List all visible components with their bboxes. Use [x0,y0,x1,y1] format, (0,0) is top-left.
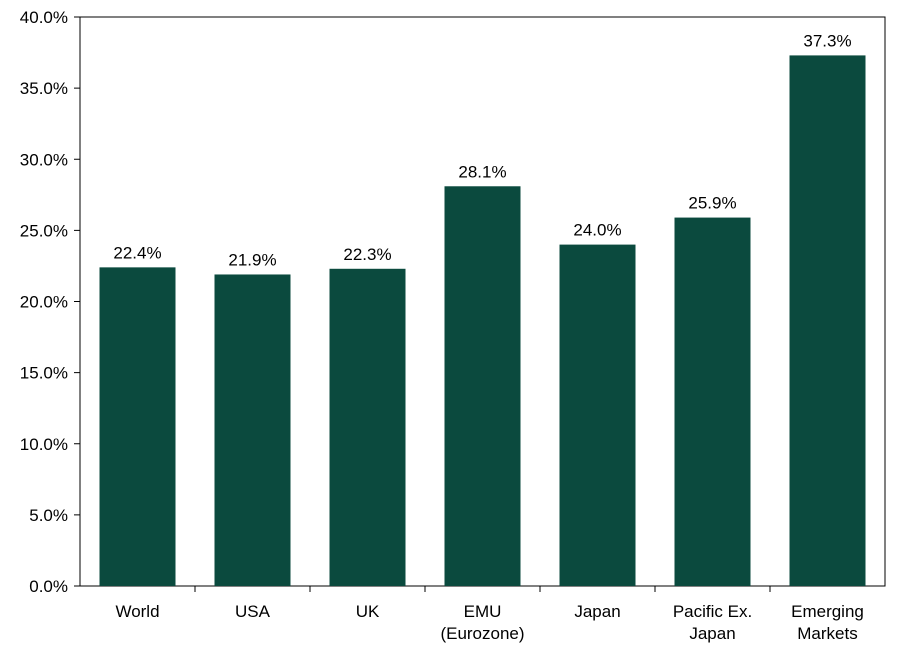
bar [674,217,751,586]
bar [214,274,291,586]
bar [99,267,176,586]
x-axis: World USA UK EMU (Eurozone) Japan Pacific Ex. J… [115,586,864,643]
data-label: 37.3% [803,31,851,50]
data-label: 22.4% [113,243,161,262]
bar [444,186,521,586]
x-category-label: Japan [689,624,735,643]
x-category-label: Pacific Ex. [673,602,752,621]
x-category-label: (Eurozone) [440,624,524,643]
data-label: 28.1% [458,162,506,181]
y-tick-label: 40.0% [20,8,68,27]
y-tick-label: 5.0% [29,506,68,525]
bar [329,268,406,586]
data-label: 22.3% [343,245,391,264]
x-category-label: Emerging [791,602,864,621]
y-tick-label: 15.0% [20,364,68,383]
bar [559,244,636,586]
y-tick-label: 10.0% [20,435,68,454]
bar [789,55,866,587]
data-label: 25.9% [688,194,736,213]
data-label: 21.9% [228,250,276,269]
data-label: 24.0% [573,221,621,240]
y-tick-label: 35.0% [20,79,68,98]
x-category-label: World [115,602,159,621]
bars: 22.4% 21.9% 22.3% 28.1% 24.0% 25.9% 37.3% [99,31,866,587]
y-tick-label: 0.0% [29,577,68,596]
y-tick-label: 25.0% [20,221,68,240]
x-category-label: UK [356,602,380,621]
x-category-label: Japan [574,602,620,621]
y-tick-label: 30.0% [20,150,68,169]
x-category-label: EMU [464,602,502,621]
x-category-label: Markets [797,624,857,643]
x-category-label: USA [235,602,271,621]
y-tick-label: 20.0% [20,293,68,312]
y-axis: 0.0% 5.0% 10.0% 15.0% 20.0% 25.0% 30.0% 35.0% 40… [20,8,80,596]
